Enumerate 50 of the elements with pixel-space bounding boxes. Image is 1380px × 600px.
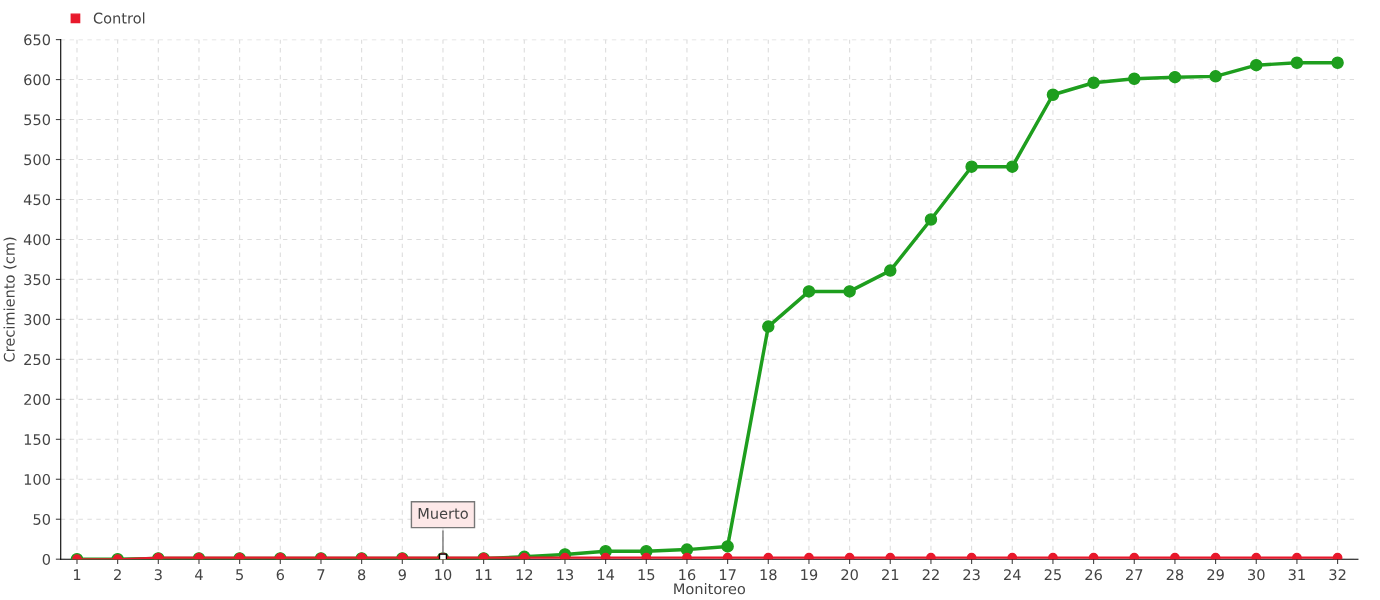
x-tick-label: 26 — [1085, 569, 1102, 581]
x-tick-label: 12 — [516, 569, 533, 580]
x-axis-title: Monitoreo — [674, 583, 746, 595]
y-tick-label: 150 — [24, 434, 51, 446]
y-tick-label: 200 — [24, 394, 51, 406]
x-tick-label: 27 — [1126, 569, 1143, 580]
x-tick-label: 20 — [841, 569, 858, 581]
x-tick-label: 15 — [638, 569, 655, 581]
x-tick-label: 10 — [435, 569, 452, 581]
x-tick-label: 19 — [801, 569, 818, 581]
x-tick-label: 28 — [1166, 569, 1184, 581]
y-tick-label: 0 — [42, 553, 51, 565]
legend-label: Control — [93, 12, 145, 24]
x-tick-label: 5 — [236, 569, 244, 581]
x-tick-label: 21 — [882, 569, 899, 580]
y-tick-label: 550 — [24, 114, 51, 126]
y-tick-label: 400 — [23, 234, 51, 246]
y-tick-label: 450 — [23, 194, 51, 206]
x-tick-label: 1 — [73, 569, 81, 580]
x-tick-label: 17 — [719, 569, 736, 580]
x-tick-label: 8 — [357, 569, 366, 581]
x-tick-label: 11 — [475, 569, 492, 580]
x-tick-label: 3 — [154, 569, 162, 581]
x-tick-label: 14 — [597, 569, 615, 580]
x-tick-label: 30 — [1248, 569, 1265, 581]
x-tick-label: 32 — [1329, 569, 1346, 581]
y-tick-label: 250 — [24, 354, 51, 366]
y-axis-title: Crecimiento (cm) — [3, 237, 17, 362]
x-tick-label: 7 — [317, 569, 325, 580]
y-tick-label: 500 — [24, 154, 51, 166]
x-tick-label: 31 — [1288, 569, 1305, 581]
x-tick-label: 18 — [760, 569, 777, 581]
y-tick-label: 300 — [24, 314, 51, 326]
x-tick-label: 22 — [922, 569, 939, 580]
x-tick-label: 13 — [557, 569, 574, 581]
x-tick-label: 25 — [1044, 569, 1061, 581]
annotation: Muerto — [418, 508, 468, 519]
x-tick-label: 9 — [398, 569, 406, 581]
x-tick-label: 2 — [114, 569, 121, 580]
x-tick-label: 4 — [195, 569, 203, 580]
y-tick-label: 600 — [24, 74, 51, 86]
x-tick-label: 16 — [679, 569, 696, 581]
x-tick-label: 29 — [1207, 569, 1224, 581]
y-tick-label: 100 — [24, 473, 51, 486]
y-tick-label: 50 — [33, 513, 51, 525]
x-tick-label: 6 — [276, 569, 285, 581]
y-tick-label: 650 — [24, 34, 51, 46]
y-tick-label: 350 — [24, 274, 51, 286]
x-tick-label: 23 — [963, 569, 980, 581]
x-tick-label: 24 — [1004, 569, 1021, 580]
